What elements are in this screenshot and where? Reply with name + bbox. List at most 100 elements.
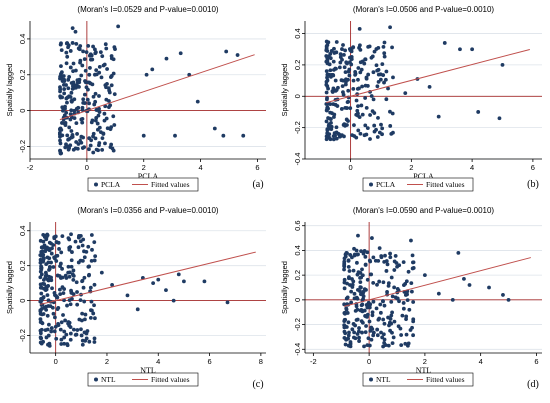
- data-point: [93, 316, 97, 321]
- data-point: [91, 150, 96, 155]
- data-point: [374, 127, 378, 132]
- data-point: [351, 279, 356, 284]
- data-point: [379, 254, 384, 258]
- data-point: [112, 92, 117, 97]
- x-tick-label: 6: [531, 163, 535, 172]
- data-point: [106, 86, 111, 91]
- data-point: [366, 300, 371, 305]
- data-point: [39, 264, 43, 269]
- chart-panel: (Moran's I=0.0590 and P-value=0.0010) -2 0…: [280, 206, 542, 390]
- y-tick-label: 0.2: [18, 260, 27, 270]
- y-tick-label: 0.2: [293, 270, 302, 280]
- data-point: [389, 313, 394, 318]
- data-point: [92, 303, 96, 308]
- data-point: [376, 317, 381, 322]
- data-point: [38, 260, 43, 265]
- data-point: [329, 120, 333, 125]
- data-point: [403, 293, 408, 297]
- data-point: [375, 68, 380, 73]
- data-point: [388, 109, 392, 114]
- data-point: [64, 41, 69, 46]
- data-point: [38, 238, 43, 243]
- data-point: [96, 127, 100, 132]
- data-point: [65, 95, 70, 100]
- data-point: [88, 66, 92, 70]
- data-point: [361, 294, 366, 299]
- data-point: [388, 25, 392, 30]
- data-point: [95, 108, 100, 112]
- data-point: [83, 312, 88, 317]
- data-point: [42, 235, 47, 239]
- data-point: [361, 297, 365, 301]
- data-point: [116, 24, 121, 29]
- data-point: [80, 116, 85, 121]
- data-point: [49, 278, 54, 283]
- data-point: [383, 253, 387, 258]
- data-point: [70, 41, 75, 45]
- data-point: [366, 72, 371, 77]
- data-point: [381, 344, 386, 349]
- data-point: [337, 65, 342, 70]
- data-point: [59, 48, 64, 53]
- data-point: [356, 233, 360, 238]
- data-point: [328, 102, 333, 107]
- panel-tag: (a): [252, 179, 263, 190]
- data-point: [151, 281, 156, 286]
- data-point: [346, 69, 351, 74]
- data-point: [389, 299, 394, 304]
- data-point: [380, 126, 385, 131]
- data-point: [401, 301, 406, 305]
- data-point: [343, 342, 348, 347]
- data-point: [390, 294, 395, 299]
- data-point: [411, 260, 415, 265]
- data-point: [71, 147, 76, 152]
- data-point: [100, 147, 105, 152]
- x-tick-label: 4: [470, 163, 474, 172]
- data-point: [324, 44, 329, 49]
- y-tick-label: 0.4: [293, 245, 302, 255]
- data-point: [63, 273, 68, 278]
- data-point: [62, 77, 66, 82]
- data-point: [359, 303, 364, 308]
- data-point: [342, 52, 346, 57]
- data-point: [347, 73, 352, 78]
- data-point: [381, 332, 386, 337]
- data-point: [83, 317, 87, 322]
- data-point: [427, 84, 432, 89]
- data-point: [82, 57, 87, 62]
- data-point: [456, 251, 461, 255]
- data-point: [362, 344, 366, 349]
- data-point: [388, 255, 393, 260]
- data-point: [69, 232, 73, 237]
- data-point: [349, 57, 354, 62]
- data-point: [78, 60, 82, 65]
- data-point: [109, 142, 114, 147]
- data-point: [325, 132, 330, 137]
- data-point: [224, 49, 229, 54]
- x-tick-label: 2: [409, 163, 413, 172]
- data-point: [328, 137, 333, 142]
- data-point: [331, 73, 336, 78]
- data-point: [71, 327, 76, 332]
- data-point: [110, 282, 114, 287]
- data-point: [358, 60, 363, 65]
- data-point: [40, 249, 45, 254]
- data-point: [363, 57, 368, 62]
- data-point: [332, 112, 337, 117]
- data-point: [135, 307, 140, 312]
- data-point: [49, 251, 54, 256]
- x-tick-label: 6: [207, 357, 211, 366]
- data-point: [345, 281, 349, 286]
- data-point: [66, 86, 71, 91]
- data-point: [410, 325, 414, 330]
- data-point: [342, 267, 346, 272]
- data-point: [74, 106, 79, 111]
- data-point: [43, 288, 48, 293]
- data-point: [342, 311, 347, 315]
- data-point: [202, 279, 207, 284]
- data-point: [342, 134, 346, 139]
- data-point: [462, 276, 466, 281]
- data-point: [506, 297, 511, 302]
- x-tick-label: 6: [534, 357, 538, 366]
- data-point: [80, 311, 85, 316]
